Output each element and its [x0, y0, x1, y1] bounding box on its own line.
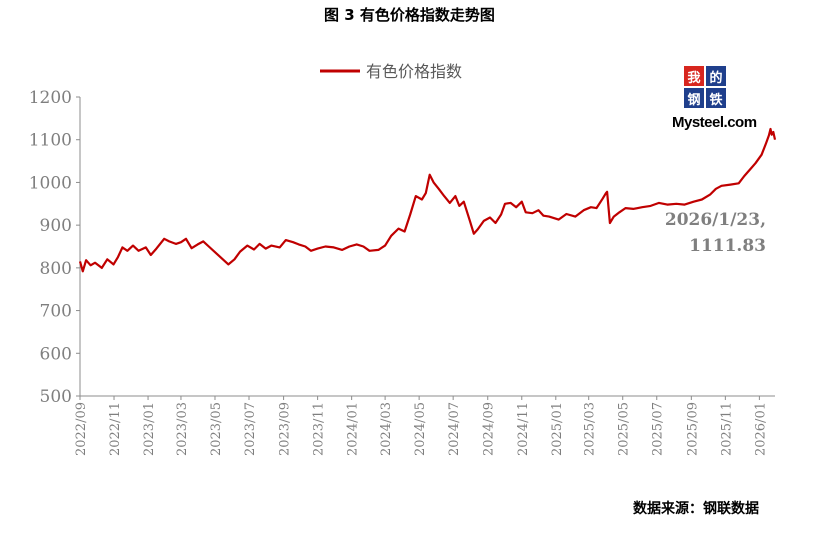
x-tick-label: 2026/01	[753, 402, 768, 456]
x-tick-label: 2025/03	[583, 402, 598, 456]
x-tick-label: 2024/05	[413, 402, 428, 456]
x-tick-label: 2024/11	[516, 402, 531, 456]
annotation-label: 1111.83	[689, 236, 766, 256]
x-tick-label: 2022/11	[108, 402, 123, 456]
y-tick-label: 700	[40, 302, 72, 322]
x-tick-label: 2023/09	[278, 402, 293, 456]
x-tick-label: 2025/11	[719, 402, 734, 456]
x-tick-label: 2023/07	[243, 402, 258, 456]
legend: 有色价格指数	[320, 62, 462, 81]
x-tick-label: 2024/09	[482, 402, 497, 456]
x-tick-label: 2022/09	[74, 402, 89, 456]
series-line	[78, 127, 777, 273]
logo-grid: 我 的 钢 铁	[684, 66, 726, 108]
y-tick-label: 800	[40, 259, 72, 279]
series-layer	[78, 127, 777, 273]
logo-text: Mysteel.com	[672, 114, 757, 131]
logo-char-2: 的	[706, 66, 726, 86]
annotation: 2026/1/23, 1111.83	[665, 210, 766, 256]
chart-title: 图 3 有色价格指数走势图	[324, 6, 495, 24]
logo-char-3: 钢	[684, 88, 704, 108]
x-tick-label: 2025/01	[550, 402, 565, 456]
x-tick-label: 2024/01	[346, 402, 361, 456]
annotation-label: 2026/1/23,	[665, 210, 766, 230]
y-tick-label: 1000	[29, 173, 72, 193]
x-tick-label: 2024/07	[447, 402, 462, 456]
x-tick-label: 2025/05	[617, 402, 632, 456]
y-tick-label: 1100	[29, 131, 72, 151]
mysteel-logo: 我 的 钢 铁 Mysteel.com	[672, 66, 782, 140]
logo-char-1: 我	[684, 66, 704, 86]
x-tick-label: 2023/03	[175, 402, 190, 456]
x-tick-label: 2023/05	[209, 402, 224, 456]
y-tick-label: 1200	[29, 88, 72, 108]
y-tick-label: 500	[40, 387, 72, 407]
x-tick-label: 2023/01	[142, 402, 157, 456]
axes: 500 600 700 800 900 1000 1100 1200 2022/09 2022/1…	[29, 88, 775, 456]
x-tick-label: 2024/03	[379, 402, 394, 456]
x-tick-label: 2023/11	[312, 402, 327, 456]
x-tick-label: 2025/09	[685, 402, 700, 456]
y-tick-label: 900	[40, 216, 72, 236]
logo-char-4: 铁	[706, 88, 726, 108]
legend-label: 有色价格指数	[366, 62, 462, 81]
data-source: 数据来源：钢联数据	[633, 501, 759, 517]
x-tick-label: 2025/07	[651, 402, 666, 456]
y-tick-label: 600	[40, 344, 72, 364]
